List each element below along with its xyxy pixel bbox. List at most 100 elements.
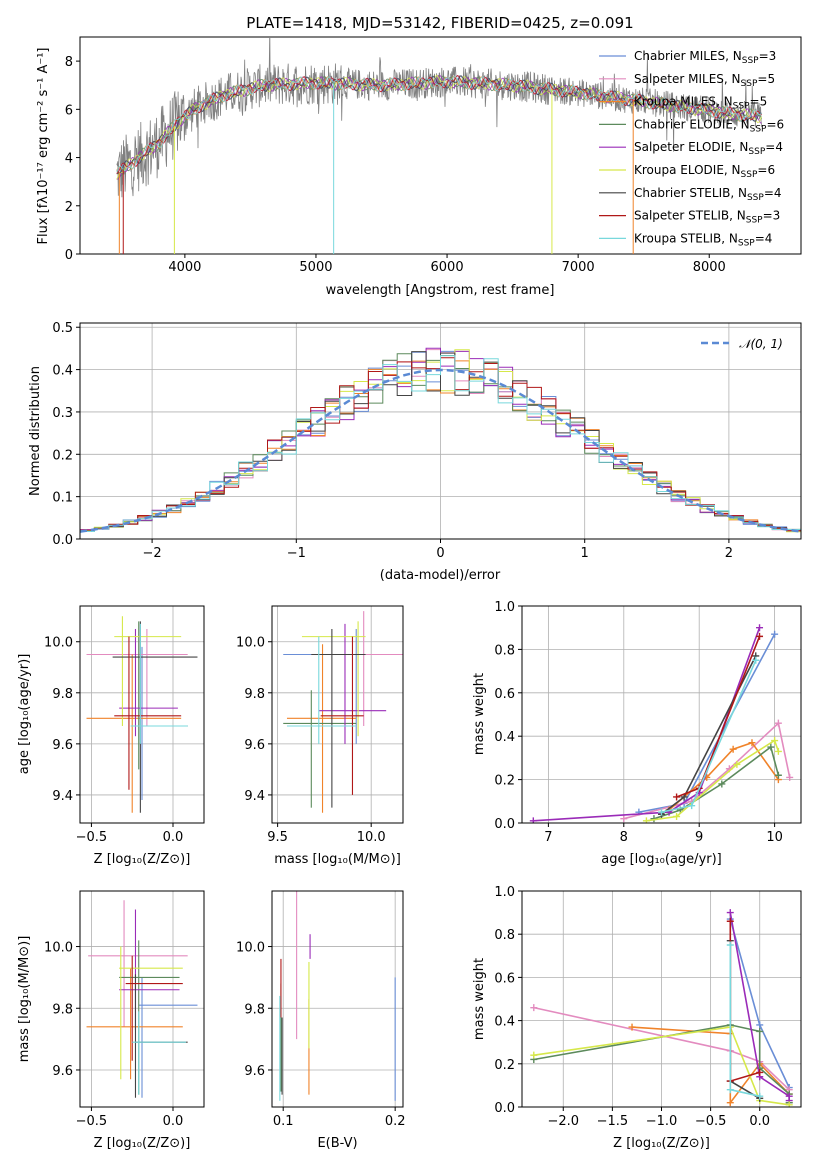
age-vs-mass-xtick-label: 10.0 <box>357 830 386 845</box>
weight-vs-age-ytick-label: 0.2 <box>494 774 515 789</box>
legend-label: Chabrier ELODIE, NSSP=6 <box>634 117 784 134</box>
age-vs-mass-xlabel: mass [log₁₀(M/M⊙)] <box>274 852 401 867</box>
legend-label: Chabrier STELIB, NSSP=4 <box>634 186 782 203</box>
weight-vs-Z-point-marker <box>530 1051 538 1059</box>
weight-vs-Z-ytick-label: 1.0 <box>494 885 515 900</box>
weight-vs-Z-xlabel: Z [log₁₀(Z/Z⊙)] <box>613 1136 710 1151</box>
weight-vs-age-point-marker <box>774 771 782 779</box>
weight-vs-age-point-marker <box>786 773 794 781</box>
mass-vs-Z-panel: −0.5 0.0 9.6 9.8 10.0 Z [log₁₀(Z/Z⊙)] mass [lo… <box>17 890 205 1151</box>
weight-vs-age-ylabel: mass weight <box>472 673 487 755</box>
weight-vs-age-point-marker <box>774 719 782 727</box>
mass-vs-EBV-frame <box>271 890 404 1108</box>
age-vs-mass-ytick-label: 10.0 <box>236 636 265 651</box>
mass-vs-EBV-panel: 0.1 0.2 9.6 9.8 10.0 E(B-V) <box>236 890 406 1151</box>
age-vs-Z-ytick-label: 9.4 <box>52 789 73 804</box>
mass-vs-EBV-xlabel: E(B-V) <box>317 1136 357 1151</box>
weight-vs-Z-xtick-label: −1.0 <box>646 1114 678 1129</box>
age-vs-mass-panel: 9.5 10.0 9.4 9.6 9.8 10.0 mass [log₁₀(M/M⊙)] <box>236 605 404 867</box>
legend-subscript: SSP <box>750 124 767 134</box>
age-vs-Z-xtick-label: 0.0 <box>163 830 184 845</box>
weight-vs-age-point-marker <box>718 780 726 788</box>
legend-label: Kroupa STELIB, NSSP=4 <box>634 231 772 248</box>
weight-vs-Z-xtick-label: −2.0 <box>547 1114 579 1129</box>
normal-legend-label: 𝒩(0, 1) <box>739 337 783 351</box>
residuals-xtick-label: −1 <box>287 546 306 561</box>
weight-vs-age-ytick-label: 0.8 <box>494 643 515 658</box>
spectrum-lines <box>116 37 763 254</box>
legend-label: Salpeter STELIB, NSSP=3 <box>634 209 780 226</box>
legend-subscript: SSP <box>742 56 759 66</box>
age-vs-Z-panel: −0.5 0.0 9.4 9.6 9.8 10.0 Z [log₁₀(Z/Z⊙)] age [… <box>17 605 205 867</box>
weight-vs-age-point-marker <box>620 815 628 823</box>
spectrum-xtick-label: 5000 <box>299 260 332 275</box>
normal-curve <box>79 368 802 533</box>
residuals-xlabel: (data-model)/error <box>380 568 501 583</box>
weight-vs-Z-point-marker <box>785 1101 793 1107</box>
parameter-panels: −0.5 0.0 9.4 9.6 9.8 10.0 Z [log₁₀(Z/Z⊙)] age [… <box>17 600 802 1151</box>
weight-vs-age-point-marker <box>642 817 650 823</box>
weight-vs-Z-point-marker <box>756 1092 764 1100</box>
spectrum-ytick-label: 2 <box>65 200 73 215</box>
legend-label: Chabrier MILES, NSSP=3 <box>634 49 776 66</box>
weight-vs-Z-xtick-label: 0.0 <box>749 1114 770 1129</box>
mass-vs-EBV-marks <box>279 891 396 1101</box>
weight-vs-Z-xtick-label: −0.5 <box>695 1114 727 1129</box>
legend-tail: =4 <box>755 231 773 245</box>
spectrum-frame <box>79 36 802 255</box>
weight-vs-age-point-marker <box>729 745 737 753</box>
residuals-ytick-label: 0.0 <box>52 533 73 548</box>
mass-vs-EBV-xtick-label: 0.2 <box>385 1114 406 1129</box>
legend-label: Salpeter ELODIE, NSSP=4 <box>634 140 783 157</box>
spectrum-xtick-label: 4000 <box>168 260 201 275</box>
weight-vs-age-point-marker <box>529 817 537 823</box>
age-vs-mass-marks <box>283 611 403 813</box>
weight-vs-age-point-marker <box>673 793 681 801</box>
residuals-ytick-label: 0.3 <box>52 406 73 421</box>
spectrum-panel: 4000 5000 6000 7000 8000 0 2 4 6 8 wavelength [An… <box>36 36 802 298</box>
weight-vs-age-xtick-label: 8 <box>620 830 628 845</box>
mass-vs-Z-ylabel: mass [log₁₀(M/M⊙)] <box>17 936 32 1063</box>
mass-vs-Z-xtick-label: −0.5 <box>76 1114 108 1129</box>
spectrum-ytick-label: 6 <box>65 103 73 118</box>
weight-vs-Z-marks <box>530 909 793 1107</box>
legend-tail: =3 <box>759 49 777 63</box>
weight-vs-age-point-marker <box>767 743 775 751</box>
mass-vs-Z-ytick-label: 9.8 <box>52 1002 73 1017</box>
weight-vs-Z-series-line <box>729 940 761 1100</box>
weight-vs-age-xlabel: age [log₁₀(age/yr)] <box>601 852 722 867</box>
residuals-ytick-label: 0.4 <box>52 364 73 379</box>
age-vs-mass-xtick-label: 9.5 <box>267 830 288 845</box>
weight-vs-age-point-marker <box>756 632 764 640</box>
mass-vs-Z-xlabel: Z [log₁₀(Z/Z⊙)] <box>94 1136 191 1151</box>
age-vs-Z-ytick-label: 9.6 <box>52 738 73 753</box>
weight-vs-Z-ytick-label: 0.0 <box>494 1101 515 1116</box>
residuals-xtick-label: −2 <box>143 546 162 561</box>
legend-subscript: SSP <box>733 102 750 112</box>
residuals-legend: 𝒩(0, 1) <box>701 337 783 351</box>
legend-subscript: SSP <box>738 238 755 248</box>
legend-subscript: SSP <box>748 147 765 157</box>
spectrum-legend: Chabrier MILES, NSSP=3 Salpeter MILES, NS… <box>599 49 784 248</box>
weight-vs-Z-ytick-label: 0.8 <box>494 928 515 943</box>
weight-vs-Z-point-marker <box>756 1021 764 1029</box>
spectrum-ytick-label: 8 <box>65 55 73 70</box>
weight-vs-age-ytick-label: 0.4 <box>494 730 515 745</box>
age-vs-mass-ytick-label: 9.4 <box>244 789 265 804</box>
weight-vs-Z-ytick-label: 0.6 <box>494 971 515 986</box>
weight-vs-age-xtick-label: 7 <box>544 830 552 845</box>
mass-vs-Z-xtick-label: 0.0 <box>163 1114 184 1129</box>
weight-vs-age-point-marker <box>733 760 741 768</box>
residuals-xtick-label: 0 <box>436 546 444 561</box>
weight-vs-Z-point-marker <box>530 1004 538 1012</box>
age-vs-Z-ytick-label: 9.8 <box>52 687 73 702</box>
weight-vs-Z-panel: −2.0 −1.5 −1.0 −0.5 0.0 0.0 0.2 0.4 0.6 0.8 1.0 Z [… <box>472 885 802 1151</box>
mass-vs-Z-frame <box>79 890 205 1108</box>
weight-vs-Z-point-marker <box>726 941 734 949</box>
spectrum-xtick-label: 6000 <box>431 260 464 275</box>
mass-vs-Z-ytick-label: 9.6 <box>52 1064 73 1079</box>
weight-vs-Z-xtick-label: −1.5 <box>597 1114 629 1129</box>
weight-vs-Z-point-marker <box>726 909 734 917</box>
spectrum-xtick-label: 7000 <box>562 260 595 275</box>
